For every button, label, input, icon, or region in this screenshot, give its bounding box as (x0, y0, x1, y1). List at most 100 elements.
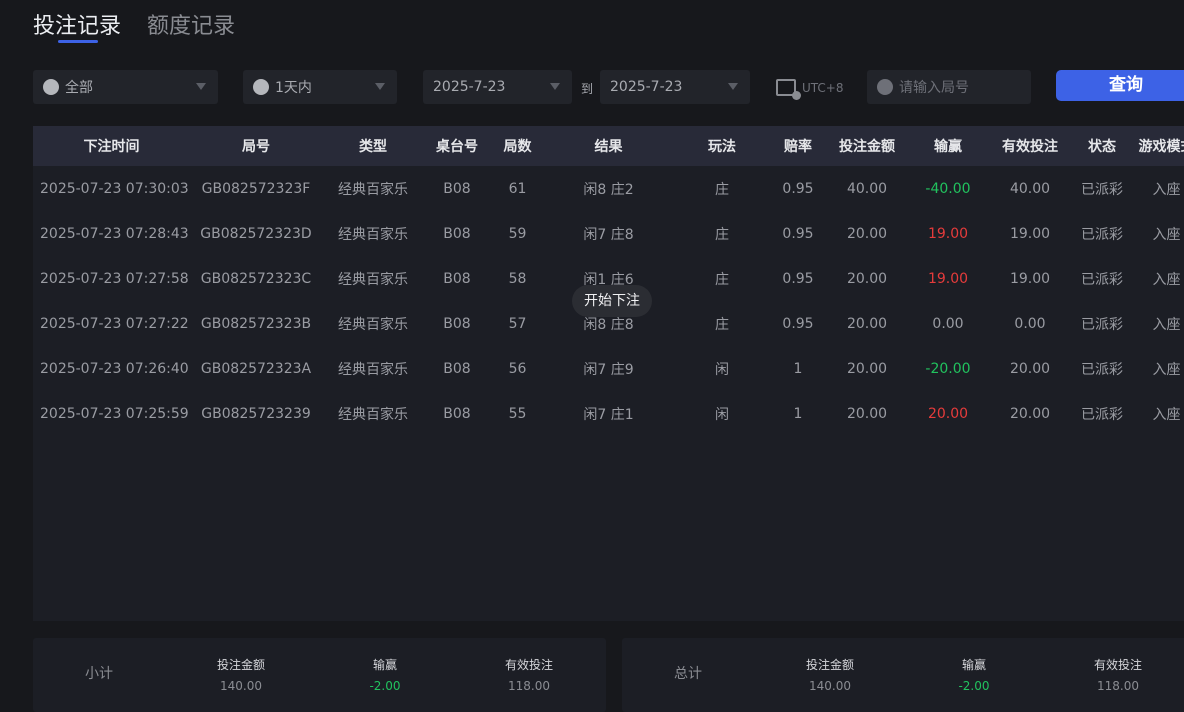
table-cell: 58 (508, 270, 527, 287)
table-cell: 20.00 (846, 225, 888, 242)
table-cell: 19.00 (1009, 225, 1051, 242)
column-header: 局数 (490, 126, 545, 166)
query-button[interactable]: 查询 (1056, 70, 1184, 101)
table-cell: 2025-07-23 07:27:58 (40, 270, 189, 287)
table-cell: 20.00 (1009, 405, 1051, 422)
table-cell: 40.00 (846, 180, 888, 197)
table-cell: GB082572323B (200, 315, 312, 332)
table-cell: 0.95 (782, 225, 814, 242)
table-cell: -40.00 (925, 180, 971, 197)
start-betting-toast: 开始下注 (572, 285, 652, 317)
table-cell: 已派彩 (1081, 271, 1123, 288)
table-cell: 经典百家乐 (338, 226, 408, 243)
column-header: 局号 (190, 126, 322, 166)
period-select[interactable]: 1天内 (243, 70, 397, 104)
total-label: 总计 (674, 666, 702, 682)
round-number-input[interactable]: 请输入局号 (867, 70, 1031, 104)
total-valid-value: 118.00 (1097, 679, 1139, 693)
table-cell: GB082572323A (200, 360, 312, 377)
subtotal-win-value: -2.00 (369, 679, 401, 693)
table-cell: 已派彩 (1081, 406, 1123, 423)
table-cell: 56 (508, 360, 527, 377)
table-cell: 闲 (715, 406, 729, 423)
table-row[interactable]: 2025-07-23 07:27:22 GB082572323B 经典百家乐 B08 5… (33, 301, 1184, 346)
date-to-value: 2025-7-23 (610, 79, 683, 95)
bet-records-table: 下注时间局号类型桌台号局数结果玩法赔率投注金额输赢有效投注状态游戏模式 2025… (33, 126, 1184, 621)
table-cell: 2025-07-23 07:25:59 (40, 405, 189, 422)
table-cell: 0.00 (932, 315, 964, 332)
total-bet-label: 投注金额 (805, 658, 854, 672)
table-row[interactable]: 2025-07-23 07:28:43 GB082572323D 经典百家乐 B08 5… (33, 211, 1184, 256)
table-cell: 经典百家乐 (338, 406, 408, 423)
table-cell: 20.00 (846, 270, 888, 287)
round-number-placeholder: 请输入局号 (899, 80, 969, 96)
game-select[interactable]: 全部 (33, 70, 218, 104)
table-cell: 19.00 (927, 270, 969, 287)
column-header: 游戏模式 (1130, 126, 1184, 166)
date-to-select[interactable]: 2025-7-23 (600, 70, 750, 104)
table-row[interactable]: 2025-07-23 07:30:03 GB082572323F 经典百家乐 B08 6… (33, 166, 1184, 211)
total-win-label: 输赢 (961, 658, 986, 672)
table-cell: 57 (508, 315, 527, 332)
round-icon (877, 79, 893, 95)
column-header: 类型 (322, 126, 424, 166)
table-cell: 61 (508, 180, 527, 197)
column-header: 桌台号 (424, 126, 490, 166)
table-cell: 2025-07-23 07:28:43 (40, 225, 189, 242)
tabs: 投注记录 额度记录 (33, 8, 235, 44)
table-cell: 1 (793, 360, 803, 377)
calendar-clock-icon[interactable] (776, 79, 801, 100)
total-bet-value: 140.00 (809, 679, 851, 693)
table-cell: 闲1 庄6 (583, 271, 634, 288)
table-cell: 20.00 (846, 315, 888, 332)
table-cell: 20.00 (846, 405, 888, 422)
table-cell: 19.00 (927, 225, 969, 242)
tab-bet-records[interactable]: 投注记录 (33, 8, 121, 44)
table-cell: GB082572323F (201, 180, 311, 197)
game-select-value: 全部 (65, 80, 93, 96)
table-cell: 经典百家乐 (338, 181, 408, 198)
table-row[interactable]: 2025-07-23 07:27:58 GB082572323C 经典百家乐 B08 5… (33, 256, 1184, 301)
table-cell: B08 (443, 180, 471, 197)
table-cell: 59 (508, 225, 527, 242)
table-cell: 已派彩 (1081, 361, 1123, 378)
column-header: 有效投注 (986, 126, 1074, 166)
total-panel: 总计 投注金额 140.00 输赢 -2.00 有效投注 118.00 (622, 638, 1184, 712)
table-cell: 2025-07-23 07:30:03 (40, 180, 189, 197)
table-cell: 已派彩 (1081, 226, 1123, 243)
table-cell: -20.00 (925, 360, 971, 377)
timezone-label: UTC+8 (802, 81, 844, 95)
table-cell: 40.00 (1009, 180, 1051, 197)
table-cell: 已派彩 (1081, 181, 1123, 198)
column-header: 下注时间 (33, 126, 190, 166)
column-header: 状态 (1074, 126, 1130, 166)
table-cell: 0.95 (782, 180, 814, 197)
table-cell: 19.00 (1009, 270, 1051, 287)
table-cell: 闲7 庄1 (583, 406, 634, 423)
table-cell: 20.00 (1009, 360, 1051, 377)
column-header: 结果 (545, 126, 672, 166)
table-cell: 庄 (715, 271, 729, 288)
date-from-select[interactable]: 2025-7-23 (423, 70, 572, 104)
table-cell: 2025-07-23 07:27:22 (40, 315, 189, 332)
table-cell: 2025-07-23 07:26:40 (40, 360, 189, 377)
table-header: 下注时间局号类型桌台号局数结果玩法赔率投注金额输赢有效投注状态游戏模式 (33, 126, 1184, 166)
tab-credit-records[interactable]: 额度记录 (147, 14, 236, 39)
table-cell: 闲 (715, 361, 729, 378)
table-cell: GB0825723239 (201, 405, 311, 422)
table-cell: 闲8 庄2 (583, 181, 634, 198)
subtotal-bet-label: 投注金额 (216, 658, 265, 672)
subtotal-valid-value: 118.00 (508, 679, 550, 693)
table-cell: 0.00 (1014, 315, 1046, 332)
table-cell: 0.95 (782, 270, 814, 287)
table-cell: 入座 (1152, 181, 1181, 198)
column-header: 输赢 (910, 126, 986, 166)
caret-down-icon (196, 83, 206, 90)
subtotal-valid-label: 有效投注 (504, 658, 553, 672)
table-row[interactable]: 2025-07-23 07:25:59 GB0825723239 经典百家乐 B08 5… (33, 391, 1184, 436)
subtotal-label: 小计 (85, 666, 113, 682)
column-header: 投注金额 (824, 126, 910, 166)
table-row[interactable]: 2025-07-23 07:26:40 GB082572323A 经典百家乐 B08 5… (33, 346, 1184, 391)
caret-down-icon (375, 83, 385, 90)
table-cell: 55 (508, 405, 527, 422)
